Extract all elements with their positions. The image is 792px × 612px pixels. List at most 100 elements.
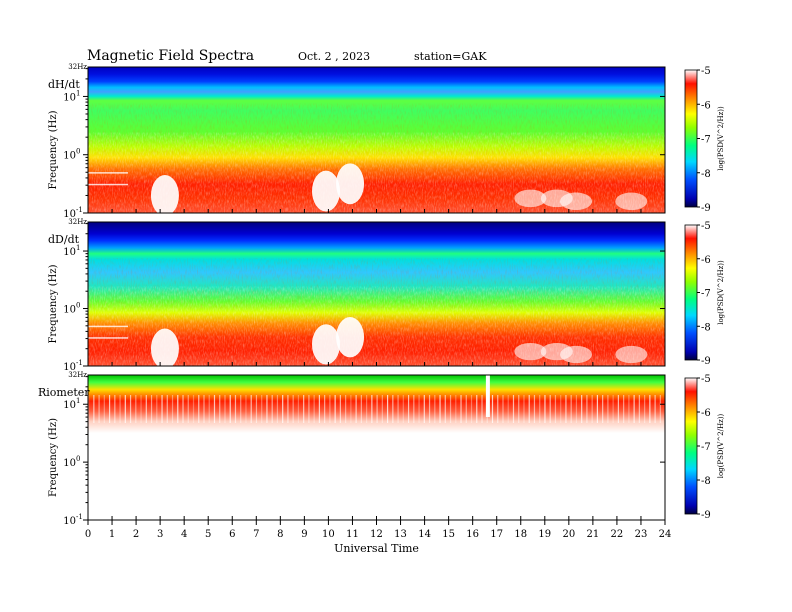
riometer-stripe xyxy=(497,395,499,423)
riometer-stripe xyxy=(554,395,557,423)
colorbar-tick-label: -8 xyxy=(701,322,711,333)
riometer-stripe xyxy=(591,395,593,423)
riometer-stripe xyxy=(423,395,425,423)
riometer-stripe xyxy=(386,395,389,423)
x-tick-label: 9 xyxy=(301,529,307,540)
data-gap xyxy=(150,328,179,369)
riometer-stripe xyxy=(103,395,105,423)
riometer-stripe xyxy=(659,395,661,423)
riometer-stripe xyxy=(502,395,504,423)
x-tick-label: 6 xyxy=(229,529,235,540)
data-gap xyxy=(312,170,341,212)
riometer-stripe xyxy=(617,395,619,423)
riometer-stripe xyxy=(156,395,158,423)
panel-label: dD/dt xyxy=(48,233,80,246)
riometer-stripe xyxy=(203,395,205,423)
riometer-stripe xyxy=(119,395,121,423)
riometer-stripe xyxy=(376,395,378,423)
x-tick-label: 14 xyxy=(418,529,431,540)
riometer-stripe xyxy=(465,395,467,423)
riometer-stripe xyxy=(266,395,268,423)
y-tick-exponent: 0 xyxy=(76,302,80,310)
riometer-stripe xyxy=(392,395,394,423)
riometer-stripe xyxy=(208,395,210,423)
data-gap xyxy=(514,189,547,208)
riometer-stripe xyxy=(460,395,462,423)
spectral-line xyxy=(88,325,128,328)
riometer-stripe xyxy=(150,395,153,423)
riometer-stripe xyxy=(129,395,132,423)
y-tick-exponent: 1 xyxy=(76,89,80,97)
riometer-stripe xyxy=(324,395,326,423)
riometer-stripe xyxy=(360,395,362,423)
spectrogram-texture xyxy=(88,103,665,155)
colorbar-label: log(PSD(V^2/Hz)) xyxy=(717,106,725,171)
riometer-stripe xyxy=(449,395,452,423)
riometer-stripe xyxy=(350,395,352,423)
riometer-stripe xyxy=(313,395,315,423)
data-gap xyxy=(336,163,365,205)
riometer-stripe xyxy=(318,395,320,423)
y-tick-label: 10 xyxy=(63,92,76,103)
data-gap xyxy=(312,324,341,365)
y-tick-label: 10 xyxy=(63,362,76,373)
riometer-stripe xyxy=(177,395,179,423)
y-tick-exponent: -1 xyxy=(76,359,83,367)
riometer-stripe xyxy=(481,395,483,423)
colorbar-tick-label: -9 xyxy=(701,356,711,367)
riometer-stripe xyxy=(565,395,567,423)
riometer-stripe xyxy=(439,395,441,423)
riometer-stripe xyxy=(166,395,168,423)
riometer-stripe xyxy=(397,395,399,423)
riometer-stripe xyxy=(345,395,347,423)
colorbar-tick-label: -6 xyxy=(701,100,711,111)
colorbar-tick-label: -5 xyxy=(701,221,711,232)
y-tick-label: 10 xyxy=(63,516,76,527)
top-frequency-label: 32Hz xyxy=(68,371,87,379)
y-tick-label: 10 xyxy=(63,400,76,411)
data-gap xyxy=(150,175,179,216)
riometer-stripe xyxy=(187,395,189,423)
x-tick-label: 21 xyxy=(587,529,600,540)
riometer-stripe xyxy=(602,395,604,423)
riometer-stripe xyxy=(303,395,305,423)
riometer-stripe xyxy=(135,395,137,423)
colorbar-tick-label: -7 xyxy=(701,289,711,300)
riometer-stripe xyxy=(339,395,341,423)
x-tick-label: 11 xyxy=(346,529,359,540)
riometer-stripe xyxy=(581,395,583,423)
y-tick-label: 10 xyxy=(63,209,76,220)
y-tick-exponent: 1 xyxy=(76,244,80,252)
riometer-stripe xyxy=(570,395,572,423)
data-gap xyxy=(560,345,593,364)
spectral-line xyxy=(88,183,128,186)
colorbar-tick-label: -8 xyxy=(701,476,711,487)
riometer-stripe xyxy=(182,395,184,423)
riometer-stripe xyxy=(560,395,562,423)
riometer-stripe xyxy=(523,395,525,423)
colorbar-label: log(PSD(V^2/Hz)) xyxy=(717,413,725,478)
figure-title: Magnetic Field Spectra xyxy=(87,48,254,64)
riometer-stripe xyxy=(444,395,446,423)
x-tick-label: 4 xyxy=(181,529,187,540)
riometer-stripe xyxy=(418,395,420,423)
y-tick-exponent: 0 xyxy=(76,148,80,156)
riometer-stripe xyxy=(271,395,273,423)
riometer-stripe xyxy=(544,395,546,423)
riometer-stripe xyxy=(470,395,473,423)
riometer-stripe xyxy=(145,395,147,423)
x-tick-label: 8 xyxy=(277,529,283,540)
riometer-stripe xyxy=(612,395,614,423)
riometer-stripe xyxy=(528,395,530,423)
x-tick-label: 17 xyxy=(490,529,503,540)
spectral-line xyxy=(88,337,128,339)
riometer-stripe xyxy=(198,395,200,423)
x-tick-label: 0 xyxy=(85,529,91,540)
riometer-stripe xyxy=(428,395,431,423)
riometer-stripe xyxy=(649,395,651,423)
riometer-stripe xyxy=(245,395,247,423)
riometer-stripe xyxy=(407,395,410,423)
colorbar-tick-label: -5 xyxy=(701,66,711,77)
riometer-stripe xyxy=(192,395,195,423)
